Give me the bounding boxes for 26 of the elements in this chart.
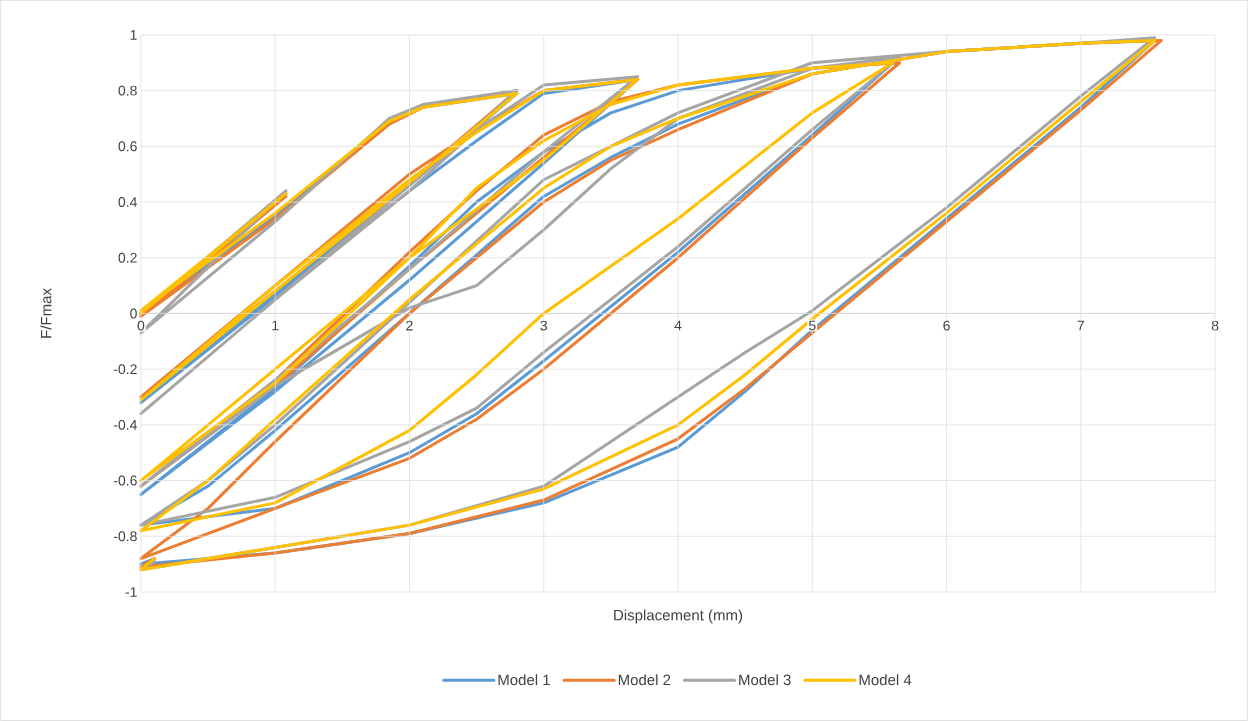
y-tick-label: 0.4: [118, 197, 137, 208]
legend-label: Model 4: [859, 674, 912, 686]
legend-label: Model 3: [739, 674, 791, 686]
x-tick-label: 1: [272, 320, 279, 331]
x-tick-label: 3: [540, 320, 548, 331]
y-tick-label: -1: [125, 587, 137, 597]
y-tick-label: -0.6: [113, 475, 137, 486]
y-tick-label: -0.8: [113, 531, 137, 542]
y-axis-title: F/Fmax: [40, 288, 52, 338]
y-tick-label: 0: [130, 308, 137, 319]
y-tick-label: 0.8: [118, 85, 137, 96]
y-tick-label: 0.2: [118, 252, 137, 263]
y-tick-label: 1: [130, 30, 137, 40]
y-tick-label: 0.6: [118, 141, 137, 152]
y-tick-label: -0.2: [113, 364, 137, 375]
y-tick-label: -0.4: [113, 419, 137, 430]
x-tick-label: 5: [808, 320, 816, 331]
x-tick-label: 6: [943, 320, 950, 331]
x-tick-label: 4: [674, 320, 682, 331]
x-tick-label: 2: [406, 320, 413, 331]
x-tick-label: 8: [1211, 320, 1219, 331]
x-tick-label: 0: [137, 320, 145, 331]
legend-label: Model 1: [498, 674, 550, 686]
x-tick-label: 7: [1077, 320, 1084, 331]
legend-label: Model 2: [618, 674, 671, 686]
x-axis-title: Displacement (mm): [614, 609, 743, 624]
